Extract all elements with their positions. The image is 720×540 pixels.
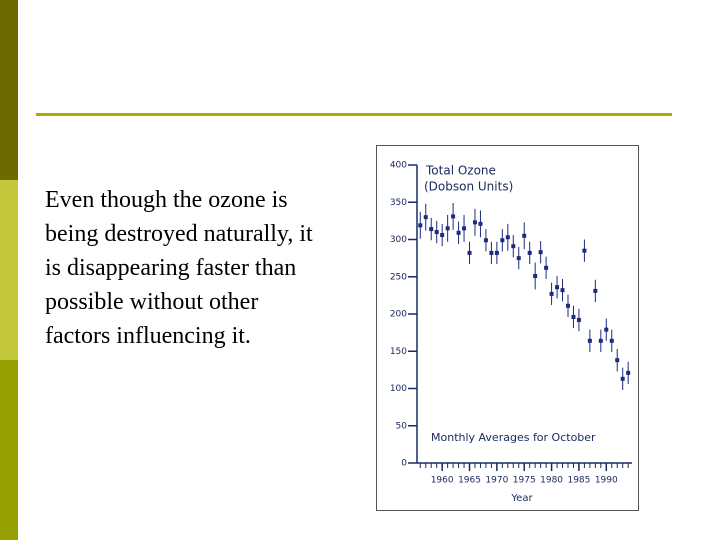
point bbox=[423, 215, 428, 220]
point bbox=[489, 250, 494, 255]
x-tick-label: 1960 bbox=[431, 476, 454, 486]
y-tick-label: 350 bbox=[390, 198, 407, 208]
point bbox=[560, 288, 565, 293]
chart-title: Total Ozone bbox=[425, 164, 496, 178]
point bbox=[527, 250, 532, 255]
y-tick-label: 400 bbox=[390, 161, 407, 171]
x-tick-label: 1990 bbox=[595, 476, 618, 486]
point bbox=[571, 314, 576, 319]
x-tick-label: 1985 bbox=[567, 476, 590, 486]
x-tick-label: 1970 bbox=[485, 476, 508, 486]
y-tick-label: 100 bbox=[390, 384, 407, 394]
title-rule bbox=[36, 113, 672, 116]
x-axis-label: Year bbox=[510, 493, 533, 504]
y-tick-label: 0 bbox=[401, 459, 407, 469]
point bbox=[533, 274, 538, 279]
point bbox=[609, 338, 614, 343]
point bbox=[549, 291, 554, 296]
point bbox=[494, 250, 499, 255]
chart-subtitle: (Dobson Units) bbox=[424, 180, 513, 194]
x-tick-label: 1965 bbox=[458, 476, 481, 486]
point bbox=[451, 214, 456, 219]
point bbox=[587, 338, 592, 343]
point bbox=[626, 370, 631, 375]
body-line: Even though the ozone is bbox=[45, 187, 288, 213]
point bbox=[472, 220, 477, 225]
x-tick-label: 1980 bbox=[540, 476, 563, 486]
annotation: Monthly Averages for October bbox=[431, 431, 596, 444]
point bbox=[511, 244, 516, 249]
point bbox=[620, 376, 625, 381]
point bbox=[565, 303, 570, 308]
point bbox=[505, 235, 510, 240]
point bbox=[429, 227, 434, 232]
body-line: being destroyed naturally, it bbox=[45, 221, 313, 247]
body-line: is disappearing faster than bbox=[45, 255, 297, 281]
point bbox=[538, 250, 543, 255]
y-tick-label: 250 bbox=[390, 272, 407, 282]
point bbox=[576, 317, 581, 322]
sidebar-bottom bbox=[0, 360, 18, 540]
y-tick-label: 150 bbox=[390, 347, 407, 357]
point bbox=[456, 230, 461, 235]
point bbox=[440, 233, 445, 238]
point bbox=[434, 230, 439, 235]
point bbox=[522, 233, 527, 238]
point bbox=[555, 285, 560, 290]
point bbox=[445, 226, 450, 231]
point bbox=[615, 358, 620, 363]
sidebar-middle bbox=[0, 180, 18, 360]
point bbox=[544, 265, 549, 270]
point bbox=[598, 338, 603, 343]
y-tick-label: 200 bbox=[390, 310, 407, 320]
point bbox=[593, 288, 598, 293]
sidebar-top bbox=[0, 0, 18, 180]
y-tick-label: 50 bbox=[396, 421, 408, 431]
point bbox=[418, 223, 423, 228]
chart-frame bbox=[376, 145, 639, 511]
point bbox=[462, 226, 467, 231]
x-tick-label: 1975 bbox=[513, 476, 536, 486]
point bbox=[500, 238, 505, 243]
y-tick-label: 300 bbox=[390, 235, 407, 245]
point bbox=[483, 238, 488, 243]
point bbox=[604, 327, 609, 332]
point bbox=[467, 250, 472, 255]
point bbox=[516, 256, 521, 261]
body-text: Even though the ozone is being destroyed … bbox=[45, 183, 313, 353]
point bbox=[478, 221, 483, 226]
point bbox=[582, 248, 587, 253]
body-line: factors influencing it. bbox=[45, 323, 251, 349]
body-line: possible without other bbox=[45, 289, 259, 315]
